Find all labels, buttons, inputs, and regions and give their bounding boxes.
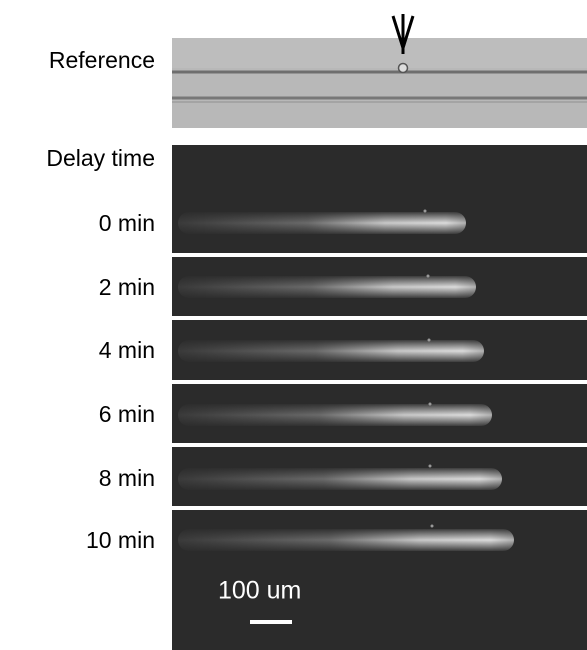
reference-image <box>172 38 587 128</box>
time-label: 8 min <box>99 465 155 491</box>
scale-bar <box>250 620 292 624</box>
scale-bar-label: 100 um <box>218 577 301 605</box>
time-label: 0 min <box>99 210 155 236</box>
delay-label: Delay time <box>46 145 155 171</box>
time-label: 2 min <box>99 274 155 300</box>
figure: Reference Delay time 0 min 2 min 4 min 6… <box>0 0 587 650</box>
fluorescence-image <box>172 145 587 650</box>
time-label: 4 min <box>99 337 155 363</box>
reference-label: Reference <box>49 47 155 73</box>
time-label: 10 min <box>86 527 155 553</box>
time-label: 6 min <box>99 401 155 427</box>
